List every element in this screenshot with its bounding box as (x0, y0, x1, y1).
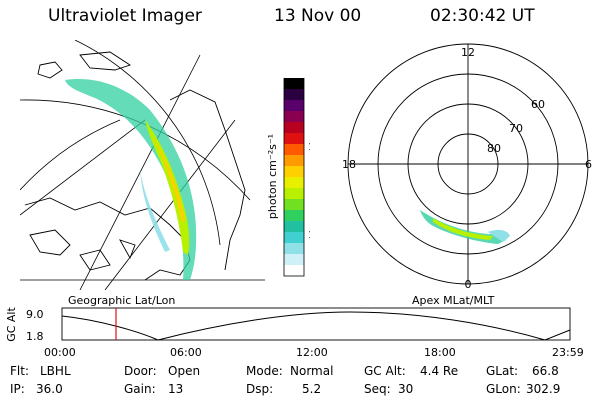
polar-aurora-diffuse (488, 229, 510, 242)
meridian-line (104, 119, 236, 290)
glon-value: 302.9 (526, 382, 561, 396)
ip-label: IP: (10, 382, 25, 396)
colorbar-cell (284, 166, 304, 178)
meridian-line (79, 54, 201, 290)
mode-value: Normal (290, 364, 334, 378)
coastline (169, 89, 246, 271)
colorbar-cell (284, 144, 304, 156)
colorbar-cell (284, 155, 304, 167)
colorbar-cell (284, 254, 304, 266)
aurora-core (145, 120, 190, 255)
aurora-peak (152, 135, 185, 222)
filter-value: LBHL (40, 364, 71, 378)
gc-alt-label: GC Alt: (364, 364, 406, 378)
time-tick-2359: 23:59 (552, 346, 584, 359)
polar-caption: Apex MLat/MLT (412, 294, 495, 307)
time-tick-0000: 00:00 (44, 346, 76, 359)
colorbar-cell (284, 89, 304, 101)
colorbar-cell (284, 221, 304, 233)
filter-label: Flt: (10, 364, 29, 378)
gc-alt-tick-max: 9.0 (26, 308, 44, 321)
polar-plot: 12 18 6 0 60 70 80 (342, 43, 592, 291)
time-tick-0600: 06:00 (170, 346, 202, 359)
mlt-label-18: 18 (342, 158, 356, 171)
colorbar-cell (284, 133, 304, 145)
colorbar-cell (284, 265, 304, 277)
dsp-value: 5.2 (302, 382, 322, 396)
gc-alt-tick-min: 1.8 (26, 330, 44, 343)
mlt-label-6: 6 (585, 158, 592, 171)
coastline (37, 51, 132, 79)
lat-arc (20, 119, 121, 191)
gc-alt-plot (61, 307, 571, 341)
colorbar-cell (284, 210, 304, 222)
geographic-map (20, 40, 265, 290)
colorbar-cell (284, 111, 304, 123)
lat-label-70: 70 (509, 122, 523, 135)
instrument-title: Ultraviolet Imager (48, 6, 202, 26)
lat-arc (74, 40, 221, 246)
gc-alt-axis-label: GC Alt (4, 307, 18, 342)
colorbar-cell (284, 243, 304, 255)
dsp-label: Dsp: (246, 382, 274, 396)
observation-date: 13 Nov 00 (274, 6, 362, 26)
observation-time: 02:30:42 UT (430, 6, 535, 26)
colorbar-cell (284, 188, 304, 200)
colorbar-unit-label: photon cm⁻²s⁻¹ (266, 133, 280, 220)
gc-alt-curve (61, 311, 571, 341)
gc-alt-frame (61, 307, 571, 341)
meridian-line (20, 119, 146, 216)
colorbar-cell (284, 199, 304, 211)
glat-value: 66.8 (532, 364, 559, 378)
colorbar-frame (283, 78, 305, 277)
aurora-emission (65, 79, 197, 280)
colorbar-tick-100: 100 (308, 142, 310, 153)
colorbar-tick-10: 10 (308, 230, 310, 241)
gc-alt-value: 4.4 Re (420, 364, 459, 378)
lat-label-80: 80 (487, 142, 501, 155)
colorbar-cell (284, 100, 304, 112)
colorbar-cell (284, 177, 304, 189)
lat-label-60: 60 (531, 98, 545, 111)
coastline (29, 229, 136, 271)
glat-label: GLat: (486, 364, 519, 378)
polar-aurora-emission (420, 210, 506, 244)
mlt-label-12: 12 (461, 46, 475, 59)
colorbar-cell (284, 232, 304, 244)
colorbar-cell (284, 122, 304, 134)
seq-value: 30 (398, 382, 414, 396)
coastline (24, 197, 191, 281)
colorbar: 100 10 (283, 78, 310, 277)
polar-aurora-core (433, 218, 493, 240)
seq-label: Seq: (364, 382, 391, 396)
gain-value: 13 (168, 382, 184, 396)
door-value: Open (168, 364, 201, 378)
time-tick-1800: 18:00 (424, 346, 456, 359)
colorbar-cell (284, 78, 304, 90)
mlt-label-0: 0 (465, 278, 472, 291)
time-tick-1200: 12:00 (296, 346, 328, 359)
colorbar-gradient (284, 78, 304, 277)
glon-label: GLon: (486, 382, 521, 396)
geographic-caption: Geographic Lat/Lon (68, 294, 176, 307)
mode-label: Mode: (246, 364, 283, 378)
gain-label: Gain: (124, 382, 156, 396)
ip-value: 36.0 (36, 382, 63, 396)
door-label: Door: (124, 364, 157, 378)
